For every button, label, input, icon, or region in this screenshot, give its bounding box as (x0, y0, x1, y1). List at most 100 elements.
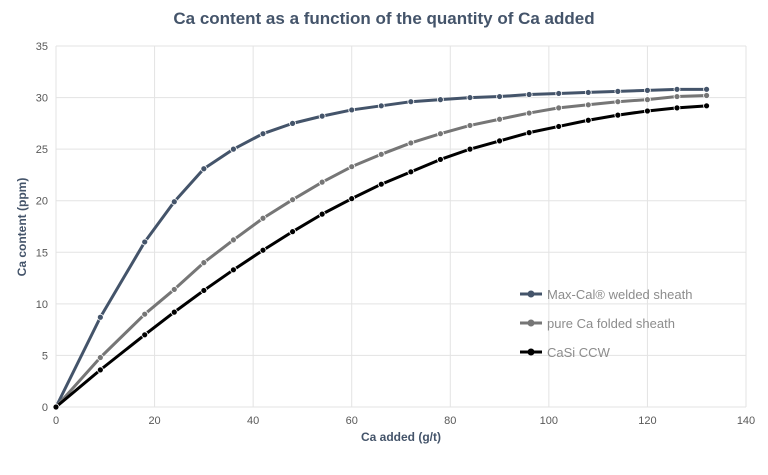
legend-item: pure Ca folded sheath (520, 316, 675, 331)
data-point (644, 107, 651, 115)
data-point (525, 109, 533, 117)
legend-label: CaSi CCW (547, 345, 611, 360)
data-point (644, 96, 651, 104)
data-point (673, 104, 681, 112)
series-2 (52, 102, 710, 411)
legend-item: CaSi CCW (520, 345, 611, 360)
data-point (584, 116, 592, 124)
data-point (200, 287, 208, 294)
data-point (289, 228, 296, 236)
data-point (407, 168, 415, 176)
series-0 (52, 85, 710, 411)
data-point (555, 104, 563, 112)
data-point (466, 122, 474, 129)
data-point (259, 246, 267, 254)
y-tick-label: 15 (36, 247, 48, 259)
x-axis-label: Ca added (g/t) (361, 430, 441, 444)
y-tick-label: 10 (36, 299, 48, 311)
data-point (525, 91, 533, 98)
data-point (348, 195, 356, 203)
data-point (703, 92, 710, 99)
data-point (141, 238, 149, 246)
data-point (259, 130, 267, 138)
series-lines (52, 85, 710, 411)
x-tick-label: 20 (148, 415, 160, 427)
data-point (230, 236, 237, 244)
data-point (377, 102, 385, 110)
data-point (96, 366, 104, 374)
y-tick-label: 30 (36, 93, 48, 105)
data-point (644, 86, 651, 94)
series-1 (52, 92, 710, 411)
x-tick-label: 80 (444, 415, 456, 427)
data-point (614, 87, 622, 95)
data-point (52, 403, 60, 411)
y-tick-label: 25 (36, 144, 48, 156)
y-tick-label: 0 (42, 402, 48, 414)
data-point (614, 98, 622, 106)
data-point (496, 115, 503, 123)
data-point (348, 106, 356, 114)
data-point (437, 96, 444, 104)
legend-swatch-marker (527, 319, 535, 327)
data-point (496, 137, 503, 145)
data-point (407, 139, 415, 147)
data-point (703, 102, 710, 110)
data-point (170, 308, 178, 316)
data-point (377, 150, 385, 158)
data-point (614, 111, 622, 119)
data-point (318, 178, 326, 186)
series-line (54, 94, 707, 409)
data-point (437, 130, 444, 138)
data-point (289, 196, 296, 204)
y-tick-label: 20 (36, 196, 48, 208)
legend-label: pure Ca folded sheath (547, 316, 675, 331)
data-point (673, 85, 681, 93)
data-point (555, 90, 563, 97)
data-point (318, 210, 326, 218)
data-point (466, 145, 474, 153)
data-point (230, 266, 237, 274)
data-point (200, 165, 208, 173)
data-point (584, 89, 592, 96)
data-point (141, 310, 149, 318)
y-tick-label: 5 (42, 350, 48, 362)
data-point (377, 180, 385, 188)
y-tick-label: 35 (36, 41, 48, 53)
data-point (703, 85, 710, 93)
data-point (141, 331, 149, 339)
data-point (230, 145, 237, 153)
series-line (55, 104, 707, 409)
data-point (170, 286, 178, 293)
data-point (318, 112, 326, 120)
legend-swatch-marker (527, 348, 535, 356)
x-tick-label: 140 (737, 415, 755, 427)
data-point (259, 214, 267, 222)
data-point (170, 198, 178, 206)
data-point (407, 98, 415, 106)
y-axis-label: Ca content (ppm) (15, 178, 29, 277)
x-tick-label: 40 (247, 415, 259, 427)
data-point (673, 93, 681, 100)
gridlines (55, 45, 747, 408)
x-tick-label: 120 (638, 415, 656, 427)
data-point (555, 123, 563, 130)
data-point (584, 101, 592, 109)
legend-item: Max-Cal® welded sheath (520, 287, 692, 302)
legend-swatch-marker (527, 290, 535, 298)
y-axis-ticks: 0 5 10 15 20 25 30 35 (36, 41, 48, 414)
x-tick-label: 0 (53, 415, 59, 427)
legend-label: Max-Cal® welded sheath (547, 287, 692, 302)
data-point (200, 259, 208, 267)
x-tick-label: 60 (346, 415, 358, 427)
data-point (96, 313, 104, 321)
x-tick-label: 100 (540, 415, 558, 427)
series-line (54, 87, 707, 408)
data-point (96, 354, 104, 361)
data-point (466, 94, 474, 101)
data-point (437, 156, 444, 163)
chart-title: Ca content as a function of the quantity… (173, 9, 594, 28)
data-point (496, 93, 503, 100)
x-axis-ticks: 0 20 40 60 80 100 120 140 (53, 415, 755, 427)
